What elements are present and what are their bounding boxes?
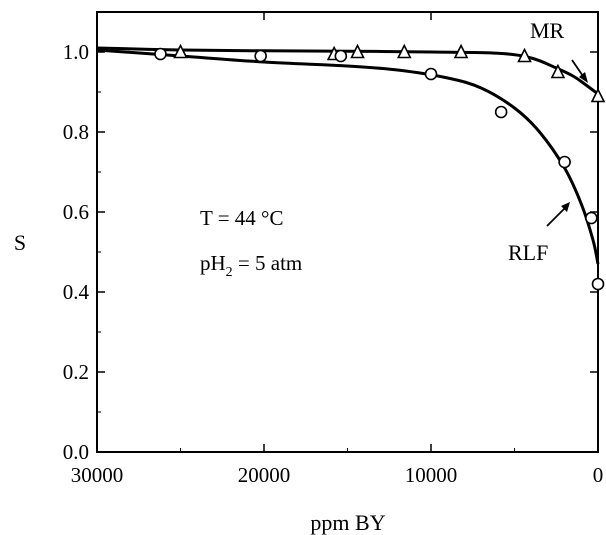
x-axis-title: ppm BY [310, 510, 385, 535]
y-tick-label: 0.6 [63, 200, 89, 224]
x-tick-label: 20000 [238, 463, 291, 487]
rlf-data-point [591, 277, 605, 291]
series-label-mr: MR [530, 18, 565, 43]
mr-data-point [453, 43, 469, 59]
mr-data-point [590, 87, 606, 103]
x-tick-label: 10000 [405, 463, 458, 487]
mr-data-point [517, 47, 532, 63]
mr-data-point [173, 43, 188, 59]
mr-data-point [550, 63, 566, 79]
temperature-annotation: T = 44 °C [200, 206, 283, 230]
plot-frame [96, 11, 599, 453]
y-tick-label: 0.2 [63, 360, 89, 384]
x-tick-label: 30000 [71, 463, 124, 487]
pressure-annotation-value: = 5 atm [233, 251, 303, 275]
pressure-annotation-ph: pH [200, 251, 226, 275]
y-axis-title: S [14, 230, 26, 255]
rlf-data-point [154, 47, 167, 61]
rlf-data-point [334, 49, 348, 63]
y-tick-label: 0.4 [63, 280, 90, 304]
rlf-data-point [585, 211, 598, 225]
y-tick-label: 1.0 [63, 40, 89, 64]
fit-curve-rlf [96, 48, 600, 265]
y-tick-label: 0.8 [63, 120, 89, 144]
fit-curve-mr [96, 46, 599, 96]
rlf-data-point [494, 105, 508, 119]
rlf-arrow-line [546, 206, 567, 227]
rlf-data-point [558, 155, 571, 169]
plot-layer: 0.0 0.2 0.4 0.6 0.8 1.0 30000 20000 10000 0 [63, 11, 606, 487]
rlf-data-point [254, 49, 267, 63]
y-tick-label: 0.0 [63, 440, 89, 464]
x-tick-label: 0 [593, 463, 604, 487]
series-label-rlf: RLF [508, 240, 548, 265]
pressure-annotation-subscript: 2 [226, 265, 233, 280]
pressure-annotation: pH2 = 5 atm [200, 251, 302, 280]
mr-data-point [396, 43, 412, 59]
rlf-arrow-head [561, 202, 570, 212]
mr-data-point [350, 43, 365, 59]
mr-arrow-head [579, 72, 588, 83]
rlf-data-point [424, 67, 438, 81]
